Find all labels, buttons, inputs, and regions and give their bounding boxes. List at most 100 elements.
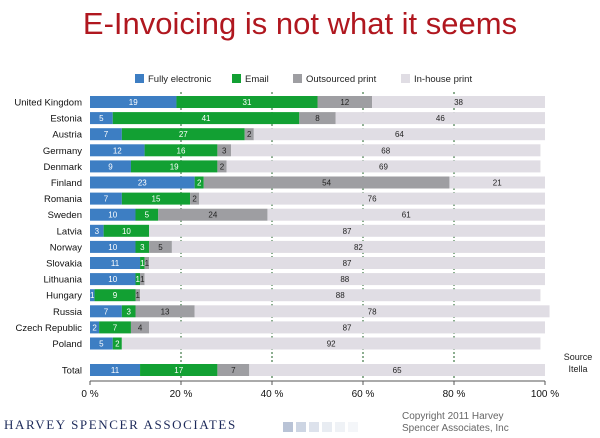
category-label: Lithuania [43,275,82,286]
x-tick-label: 0 % [81,389,98,400]
bar-segment-fully-electronic [90,321,100,334]
bar-segment-outsourced-print [190,192,200,205]
data-label: 68 [381,146,390,155]
bar-segment-email [94,289,136,302]
copyright-note: Copyright 2011 Harvey Spencer Associates… [402,411,509,435]
bar-segment-fully-electronic [90,273,136,286]
data-label: 8 [315,114,320,123]
bar-segment-fully-electronic [90,257,141,269]
bar-segment-in-house-print [171,240,545,253]
bar-segment-fully-electronic [90,289,95,302]
data-label: 21 [493,179,502,188]
bar-segment-fully-electronic [90,240,136,253]
bar-segment-in-house-print [335,112,545,125]
legend-label-fully-electronic: Fully electronic [148,74,212,85]
data-label: 88 [340,275,349,284]
data-label: 92 [327,340,336,349]
bar-segment-email [103,224,150,237]
data-label: 16 [177,146,186,155]
data-label: 3 [126,307,131,316]
data-label: 2 [92,323,97,332]
x-tick-label: 100 % [531,389,559,400]
bar-segment-outsourced-print [130,321,150,334]
data-label: 65 [393,366,402,375]
data-label: 2 [247,130,252,139]
bar-segment-in-house-print [194,305,550,318]
copyright-line-2: Spencer Associates, Inc [402,423,509,434]
bar-segment-in-house-print [149,321,545,334]
data-label: 38 [454,98,463,107]
bar-segment-outsourced-print [140,273,145,286]
data-label: 5 [99,340,104,349]
data-label: 78 [368,307,377,316]
bar-segment-fully-electronic [90,160,131,173]
data-label: 87 [343,259,352,268]
x-tick-label: 80 % [443,389,466,400]
category-label: Norway [50,242,82,253]
category-label: Estonia [50,114,82,125]
data-label: 64 [395,130,404,139]
bar-segment-outsourced-print [203,176,450,189]
bar-segment-email [112,337,122,350]
data-label: 5 [99,114,104,123]
bar-segment-outsourced-print [317,96,373,108]
bar-segment-fully-electronic [90,192,122,205]
bar-segment-in-house-print [231,144,541,157]
bar-segment-email [130,160,218,173]
data-label: 7 [104,307,109,316]
category-label: Latvia [57,226,83,237]
category-label: Russia [53,307,83,318]
category-label: Poland [52,339,82,350]
data-label: 3 [222,146,227,155]
bar-segment-fully-electronic [90,364,141,376]
bar-segment-email [135,208,159,221]
data-label: 9 [113,291,118,300]
bar-segment-in-house-print [249,364,545,376]
bar-segment-outsourced-print [149,240,172,253]
data-label: 5 [158,243,163,252]
data-label: 24 [208,211,217,220]
data-label: 7 [231,366,236,375]
data-label: 7 [113,323,118,332]
bar-segment-in-house-print [267,208,545,221]
source-note: Source Itella [556,351,600,375]
data-label: 11 [111,366,120,375]
data-label: 1 [90,291,95,300]
data-label: 23 [138,179,147,188]
bar-segment-in-house-print [121,337,541,350]
data-label: 5 [145,211,150,220]
data-label: 10 [122,227,131,236]
page-title: E-Invoicing is not what it seems [82,6,518,41]
x-tick-label: 60 % [352,389,375,400]
data-label: 61 [402,211,411,220]
bar-segment-in-house-print [149,224,545,237]
data-label: 3 [95,227,100,236]
data-label: 1 [136,275,141,284]
category-label: Czech Republic [15,323,82,334]
category-label: Denmark [43,162,82,173]
x-tick-label: 40 % [261,389,284,400]
bar-segment-fully-electronic [90,144,145,157]
data-label: 2 [220,162,225,171]
bar-segment-email [121,192,191,205]
data-label: 31 [243,98,252,107]
data-label: 82 [354,243,363,252]
bar-segment-outsourced-print [244,128,254,141]
bar-segment-email [112,112,300,125]
bar-segment-email [194,176,204,189]
legend-swatch-email [232,74,241,83]
bar-segment-fully-electronic [90,112,113,125]
bar-segment-fully-electronic [90,176,195,189]
bar-segment-fully-electronic [90,96,177,108]
data-label: 10 [108,275,117,284]
bar-segment-fully-electronic [90,305,122,318]
bar-segment-outsourced-print [217,144,232,157]
data-label: 2 [115,340,120,349]
category-label: Finland [51,178,82,189]
source-name: Itella [568,364,588,374]
bar-segment-fully-electronic [90,128,122,141]
legend-label-in-house-print: In-house print [414,74,472,85]
bar-segment-email [140,257,145,269]
bar-segment-outsourced-print [217,364,250,376]
